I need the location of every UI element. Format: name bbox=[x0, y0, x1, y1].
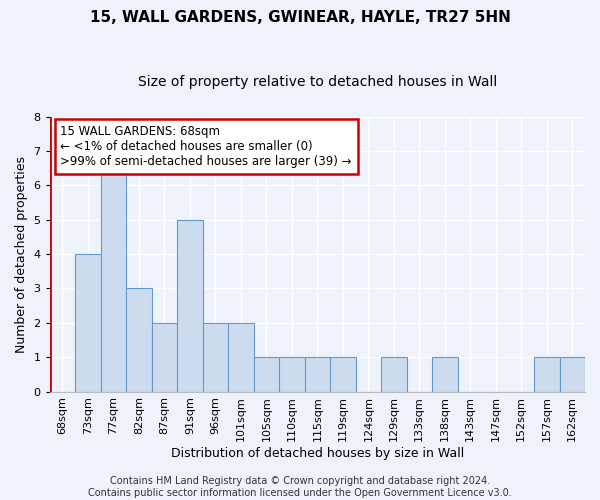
Bar bbox=[534, 357, 560, 392]
Bar bbox=[254, 357, 279, 392]
Bar bbox=[381, 357, 407, 392]
X-axis label: Distribution of detached houses by size in Wall: Distribution of detached houses by size … bbox=[171, 447, 464, 460]
Bar bbox=[432, 357, 458, 392]
Bar bbox=[330, 357, 356, 392]
Bar bbox=[203, 323, 228, 392]
Bar bbox=[177, 220, 203, 392]
Text: 15 WALL GARDENS: 68sqm
← <1% of detached houses are smaller (0)
>99% of semi-det: 15 WALL GARDENS: 68sqm ← <1% of detached… bbox=[61, 125, 352, 168]
Text: Contains HM Land Registry data © Crown copyright and database right 2024.
Contai: Contains HM Land Registry data © Crown c… bbox=[88, 476, 512, 498]
Bar bbox=[279, 357, 305, 392]
Y-axis label: Number of detached properties: Number of detached properties bbox=[15, 156, 28, 352]
Bar bbox=[560, 357, 585, 392]
Bar bbox=[75, 254, 101, 392]
Bar bbox=[152, 323, 177, 392]
Bar bbox=[228, 323, 254, 392]
Title: Size of property relative to detached houses in Wall: Size of property relative to detached ho… bbox=[138, 75, 497, 89]
Bar bbox=[126, 288, 152, 392]
Bar bbox=[305, 357, 330, 392]
Text: 15, WALL GARDENS, GWINEAR, HAYLE, TR27 5HN: 15, WALL GARDENS, GWINEAR, HAYLE, TR27 5… bbox=[89, 10, 511, 25]
Bar bbox=[101, 151, 126, 392]
